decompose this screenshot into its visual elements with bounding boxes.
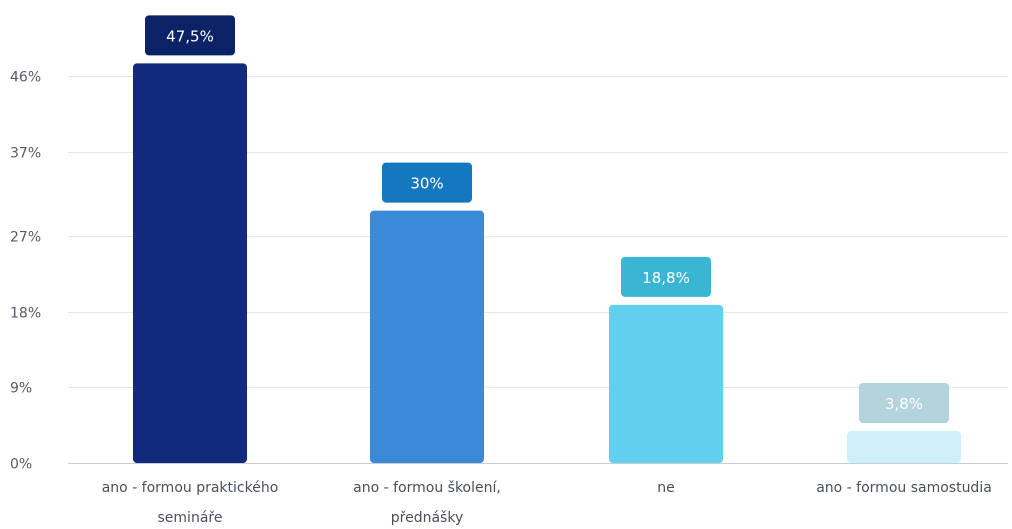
bar[interactable] [133, 63, 247, 464]
data-label: 3,8% [859, 383, 949, 424]
data-label-text: 47,5% [166, 27, 214, 45]
y-tick-label: 37% [10, 146, 41, 162]
x-category-label: semináře [158, 510, 223, 525]
data-label-bg [859, 383, 949, 424]
data-label-bg [145, 15, 235, 56]
data-label: 47,5% [145, 15, 235, 56]
x-category-label: ne [657, 480, 675, 496]
x-axis: ano - formou praktického semináře ano - fo… [102, 480, 992, 526]
x-category-label: ano - formou samostudia [816, 480, 992, 496]
data-label-bg [382, 162, 472, 203]
data-label-bg [621, 256, 711, 297]
y-tick-label: 0% [10, 457, 32, 473]
data-label-text: 18,8% [642, 269, 690, 287]
data-label-text: 3,8% [885, 395, 923, 413]
data-labels: 47,5% 30% 18,8% 3,8% [145, 15, 949, 424]
y-tick-label: 27% [10, 230, 41, 246]
bar[interactable] [847, 431, 961, 463]
data-label-text: 30% [410, 175, 443, 193]
x-category-label: přednášky [391, 510, 463, 525]
bar[interactable] [609, 304, 723, 463]
y-tick-label: 9% [10, 381, 32, 397]
bar[interactable] [370, 210, 484, 463]
x-category-label: ano - formou školení, [353, 480, 501, 496]
y-tick-label: 46% [10, 70, 41, 86]
y-axis: 0% 9% 18% 27% 37% 46% [10, 70, 41, 473]
x-category-label: ano - formou praktického [102, 480, 279, 496]
data-label: 30% [382, 162, 472, 203]
data-label: 18,8% [621, 256, 711, 297]
y-tick-label: 18% [10, 306, 41, 322]
bars [133, 63, 961, 464]
